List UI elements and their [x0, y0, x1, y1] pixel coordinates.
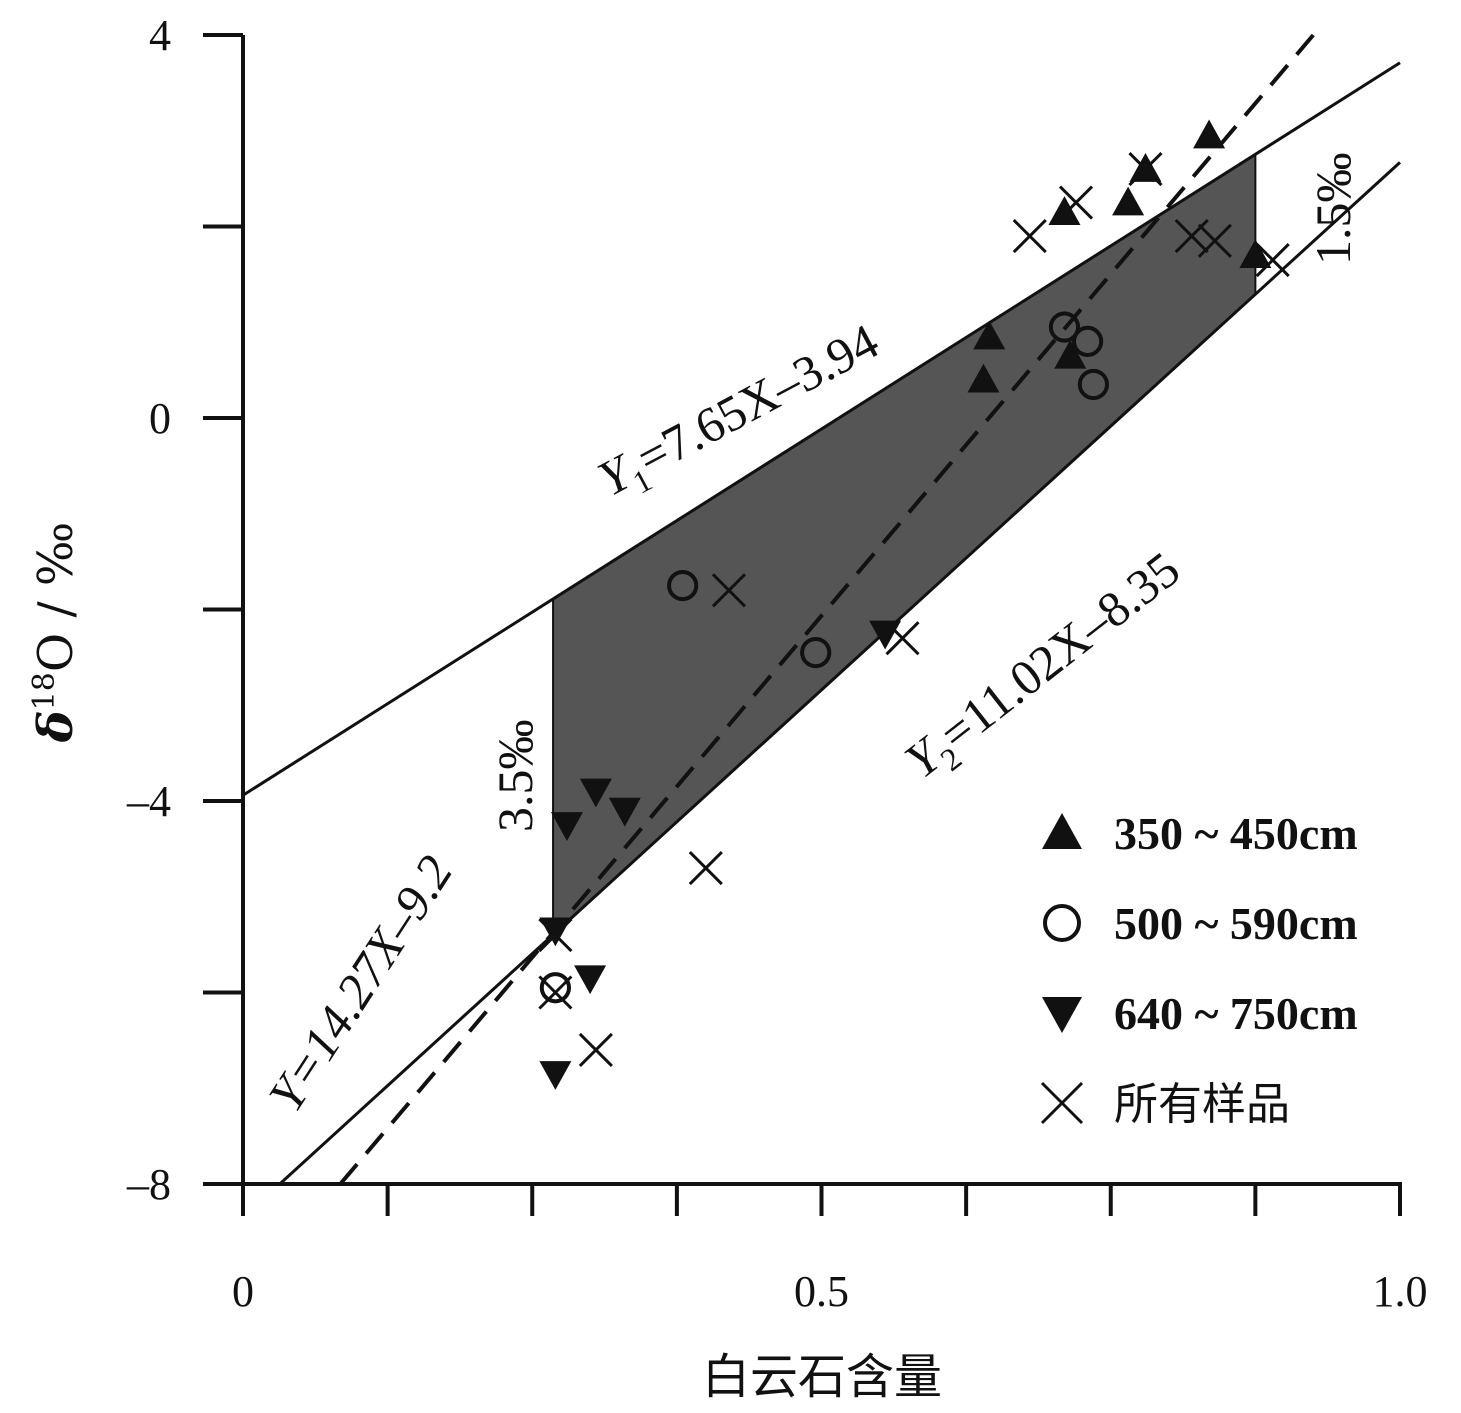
point-x — [1058, 185, 1094, 220]
point-x — [1255, 242, 1290, 278]
regression-lines — [242, 33, 1402, 1186]
plot-area — [242, 33, 1402, 1186]
y-ticks: –8 –4 0 4 — [126, 11, 243, 1209]
point-triangle-up — [1239, 239, 1272, 269]
point-circle — [1048, 311, 1081, 343]
point-triangle-up — [1054, 339, 1087, 369]
line-y-dashed — [338, 33, 1315, 1186]
annotation-3.5-permil: 3.5‰ — [487, 720, 543, 833]
y-equation-label: Y=14.27X–9.2 — [257, 846, 463, 1121]
point-x — [711, 573, 747, 608]
legend-marker — [1043, 904, 1081, 942]
legend-label: 350 ~ 450cm — [1114, 808, 1358, 859]
point-triangle-down — [579, 778, 612, 808]
point-triangle-down — [574, 965, 607, 995]
point-x — [1197, 223, 1232, 258]
point-x — [538, 917, 573, 953]
point-circle — [1077, 368, 1109, 401]
line-y2 — [278, 161, 1402, 1186]
legend-marker — [1042, 997, 1082, 1033]
point-triangle-up — [973, 320, 1006, 350]
point-x — [688, 850, 723, 886]
point-x — [578, 1032, 613, 1068]
point-triangle-up — [1048, 196, 1081, 225]
legend-label: 所有样品 — [1114, 1079, 1290, 1130]
y-tick-label: –8 — [126, 1160, 171, 1209]
point-triangle-up — [1112, 186, 1145, 216]
point-circle — [539, 972, 571, 1004]
y-tick-label: –4 — [126, 777, 171, 826]
point-circle — [800, 636, 832, 669]
legend-label: 500 ~ 590cm — [1114, 898, 1358, 949]
point-x — [1174, 219, 1209, 254]
legend-marker — [1040, 1081, 1084, 1125]
x-ticks: 0 0.5 1.0 — [232, 1184, 1428, 1316]
legend-label: 640 ~ 750cm — [1114, 988, 1358, 1039]
point-x — [1012, 219, 1047, 254]
data-points — [538, 119, 1290, 1090]
y-tick-label: 0 — [149, 394, 171, 443]
line-y1 — [242, 61, 1401, 797]
point-triangle-down — [550, 812, 583, 841]
y-axis-title: δ18O / ‰ — [27, 522, 84, 744]
x-axis-title: 白云石含量 — [702, 1349, 942, 1405]
point-triangle-up — [967, 363, 1000, 393]
annotation-1.5-permil: 1.5‰ — [1305, 153, 1361, 266]
point-triangle-down — [539, 1061, 572, 1090]
point-x — [538, 975, 573, 1010]
y-tick-label: 4 — [149, 11, 171, 60]
point-circle — [1072, 325, 1104, 357]
point-triangle-down — [539, 917, 572, 947]
legend-marker — [1042, 813, 1082, 849]
shaded-region — [553, 154, 1256, 935]
point-triangle-down — [608, 797, 641, 827]
point-circle — [667, 569, 699, 602]
point-x — [885, 621, 920, 656]
x-tick-label: 1.0 — [1373, 1267, 1428, 1316]
point-triangle-up — [1193, 119, 1226, 149]
axes: 0 0.5 1.0 –8 –4 0 4 — [126, 11, 1428, 1316]
x-tick-label: 0.5 — [794, 1267, 849, 1316]
point-x — [1128, 151, 1163, 187]
legend: 350 ~ 450cm 500 ~ 590cm 640 ~ 750cm 所有样品 — [1040, 808, 1358, 1130]
x-tick-label: 0 — [232, 1267, 254, 1316]
